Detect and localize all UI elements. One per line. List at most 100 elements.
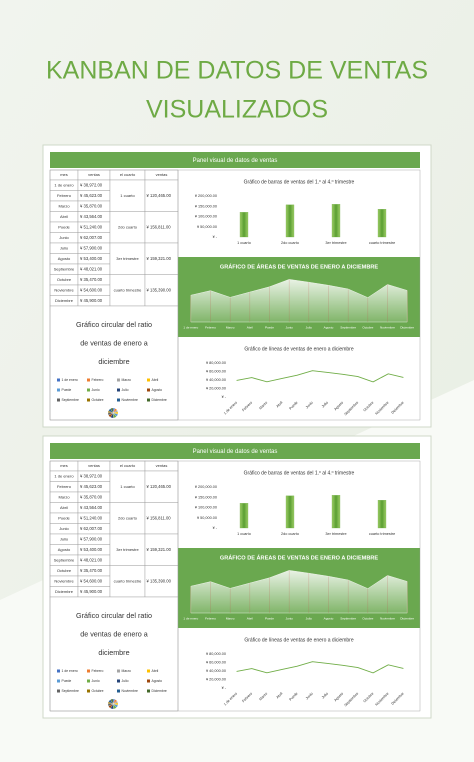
quarter-sales: ¥ 159,321.00 xyxy=(147,547,172,552)
table-header: ventas xyxy=(156,463,168,468)
x-tick-label: Puede xyxy=(288,692,298,702)
table-header: ventas xyxy=(88,463,100,468)
pie-title: diciembre xyxy=(98,648,129,657)
legend-swatch xyxy=(117,679,120,683)
x-tick-label: Abril xyxy=(276,691,284,699)
x-tick-label: Diciembre xyxy=(400,616,414,620)
table-cell xyxy=(144,565,179,598)
x-tick-label: 3er trimestre xyxy=(325,241,346,245)
sales-value: ¥ 38,972.00 xyxy=(80,473,103,478)
line xyxy=(236,661,404,674)
table-header: ventas xyxy=(156,172,168,177)
x-tick-label: Febrero xyxy=(241,692,253,704)
legend-label: Agosto xyxy=(152,388,163,392)
table-cell xyxy=(109,470,146,503)
panel-header: Panel visual de datos de ventas xyxy=(193,158,278,164)
x-tick-label: Octubre xyxy=(363,692,375,704)
quarter-label: 2do cuarto xyxy=(118,224,138,229)
legend-label: Julio xyxy=(122,388,129,392)
line xyxy=(236,370,404,383)
table-cell xyxy=(144,179,179,212)
sales-value: ¥ 35,870.00 xyxy=(80,494,103,499)
y-tick-label: ¥ - xyxy=(222,686,227,690)
panel-body-border xyxy=(49,169,421,421)
month-label: Marzo xyxy=(58,494,70,499)
panel: Panel visual de datos de ventas mes ventas… xyxy=(42,435,432,719)
month-label: Abril xyxy=(60,505,68,510)
month-label: Marzo xyxy=(58,203,70,208)
legend-swatch xyxy=(87,689,90,693)
legend-label: Junio xyxy=(92,388,100,392)
table-cell xyxy=(109,179,146,212)
x-tick-label: Junio xyxy=(285,325,293,329)
bar-chart-title: Gráfico de barras de ventas del 1.º al 4… xyxy=(244,470,355,476)
quarter-label: 1 cuarto xyxy=(120,193,135,198)
bar xyxy=(331,495,341,529)
month-label: Octubre xyxy=(57,568,72,573)
x-tick-label: Julio xyxy=(306,325,313,329)
sales-value: ¥ 51,240.00 xyxy=(80,515,103,520)
legend-swatch xyxy=(57,378,60,382)
month-label: Julio xyxy=(60,536,69,541)
y-tick-label: ¥ 150,000.00 xyxy=(195,495,217,499)
x-tick-label: 2do cuarto xyxy=(281,532,299,536)
legend-label: Septiembre xyxy=(62,689,79,693)
legend-swatch xyxy=(117,669,120,673)
month-label: Agosto xyxy=(58,256,71,261)
legend-swatch xyxy=(87,388,90,392)
quarter-label: cuarto trimestre xyxy=(114,578,143,583)
table-cell xyxy=(109,533,146,566)
x-tick-label: Puede xyxy=(265,325,274,329)
x-tick-label: Agosto xyxy=(333,692,344,703)
bar xyxy=(239,503,249,529)
legend-swatch xyxy=(147,378,150,382)
y-tick-label: ¥ 80,000.00 xyxy=(206,652,226,656)
legend-swatch xyxy=(117,378,120,382)
x-tick-label: Septiembre xyxy=(340,325,356,329)
month-label: Diciembre xyxy=(55,298,74,303)
y-tick-label: ¥ 200,000.00 xyxy=(195,194,217,198)
x-tick-label: Marzo xyxy=(258,401,268,411)
pie-title: de ventas de enero a xyxy=(80,338,148,347)
x-tick-label: Noviembre xyxy=(380,616,395,620)
legend-swatch xyxy=(117,398,120,402)
month-label: Noviembre xyxy=(54,578,74,583)
legend-label: Junio xyxy=(92,679,100,683)
x-tick-label: Marzo xyxy=(258,692,268,702)
y-tick-label: ¥ - xyxy=(222,395,227,399)
y-tick-label: ¥ 40,000.00 xyxy=(206,378,226,382)
sales-value: ¥ 35,470.00 xyxy=(80,277,103,282)
table-header: el cuarto xyxy=(120,463,136,468)
x-tick-label: Junio xyxy=(305,401,314,410)
area-chart-title: GRÁFICO DE ÁREAS DE VENTAS DE ENERO A DI… xyxy=(220,263,379,270)
x-tick-label: Noviembre xyxy=(380,325,395,329)
x-tick-label: Junio xyxy=(305,692,314,701)
panel-header-bar xyxy=(50,443,420,459)
x-tick-label: Abril xyxy=(247,616,254,620)
x-tick-label: cuarto trimestre xyxy=(369,241,395,245)
legend-label: Febrero xyxy=(92,378,104,382)
month-label: Octubre xyxy=(57,277,72,282)
y-tick-label: ¥ 60,000.00 xyxy=(206,370,226,374)
x-tick-label: Julio xyxy=(321,401,329,409)
x-tick-label: Julio xyxy=(321,692,329,700)
month-label: Puede xyxy=(58,224,70,229)
y-tick-label: ¥ 100,000.00 xyxy=(195,215,217,219)
x-tick-label: Agosto xyxy=(324,325,334,329)
x-tick-label: Febrero xyxy=(205,325,216,329)
y-tick-label: ¥ 150,000.00 xyxy=(195,204,217,208)
month-label: Junio xyxy=(59,235,69,240)
pie-title: diciembre xyxy=(98,357,129,366)
x-tick-label: Puede xyxy=(265,616,274,620)
legend-swatch xyxy=(117,388,120,392)
legend-label: Marzo xyxy=(122,378,132,382)
y-tick-label: ¥ 40,000.00 xyxy=(206,669,226,673)
legend-swatch xyxy=(147,398,150,402)
month-label: 1 de enero xyxy=(54,182,74,187)
table-header: el cuarto xyxy=(120,172,136,177)
table-cell xyxy=(144,502,179,535)
x-tick-label: Agosto xyxy=(333,401,344,412)
legend-label: Puede xyxy=(62,679,72,683)
legend-swatch xyxy=(57,669,60,673)
bar xyxy=(377,209,387,238)
